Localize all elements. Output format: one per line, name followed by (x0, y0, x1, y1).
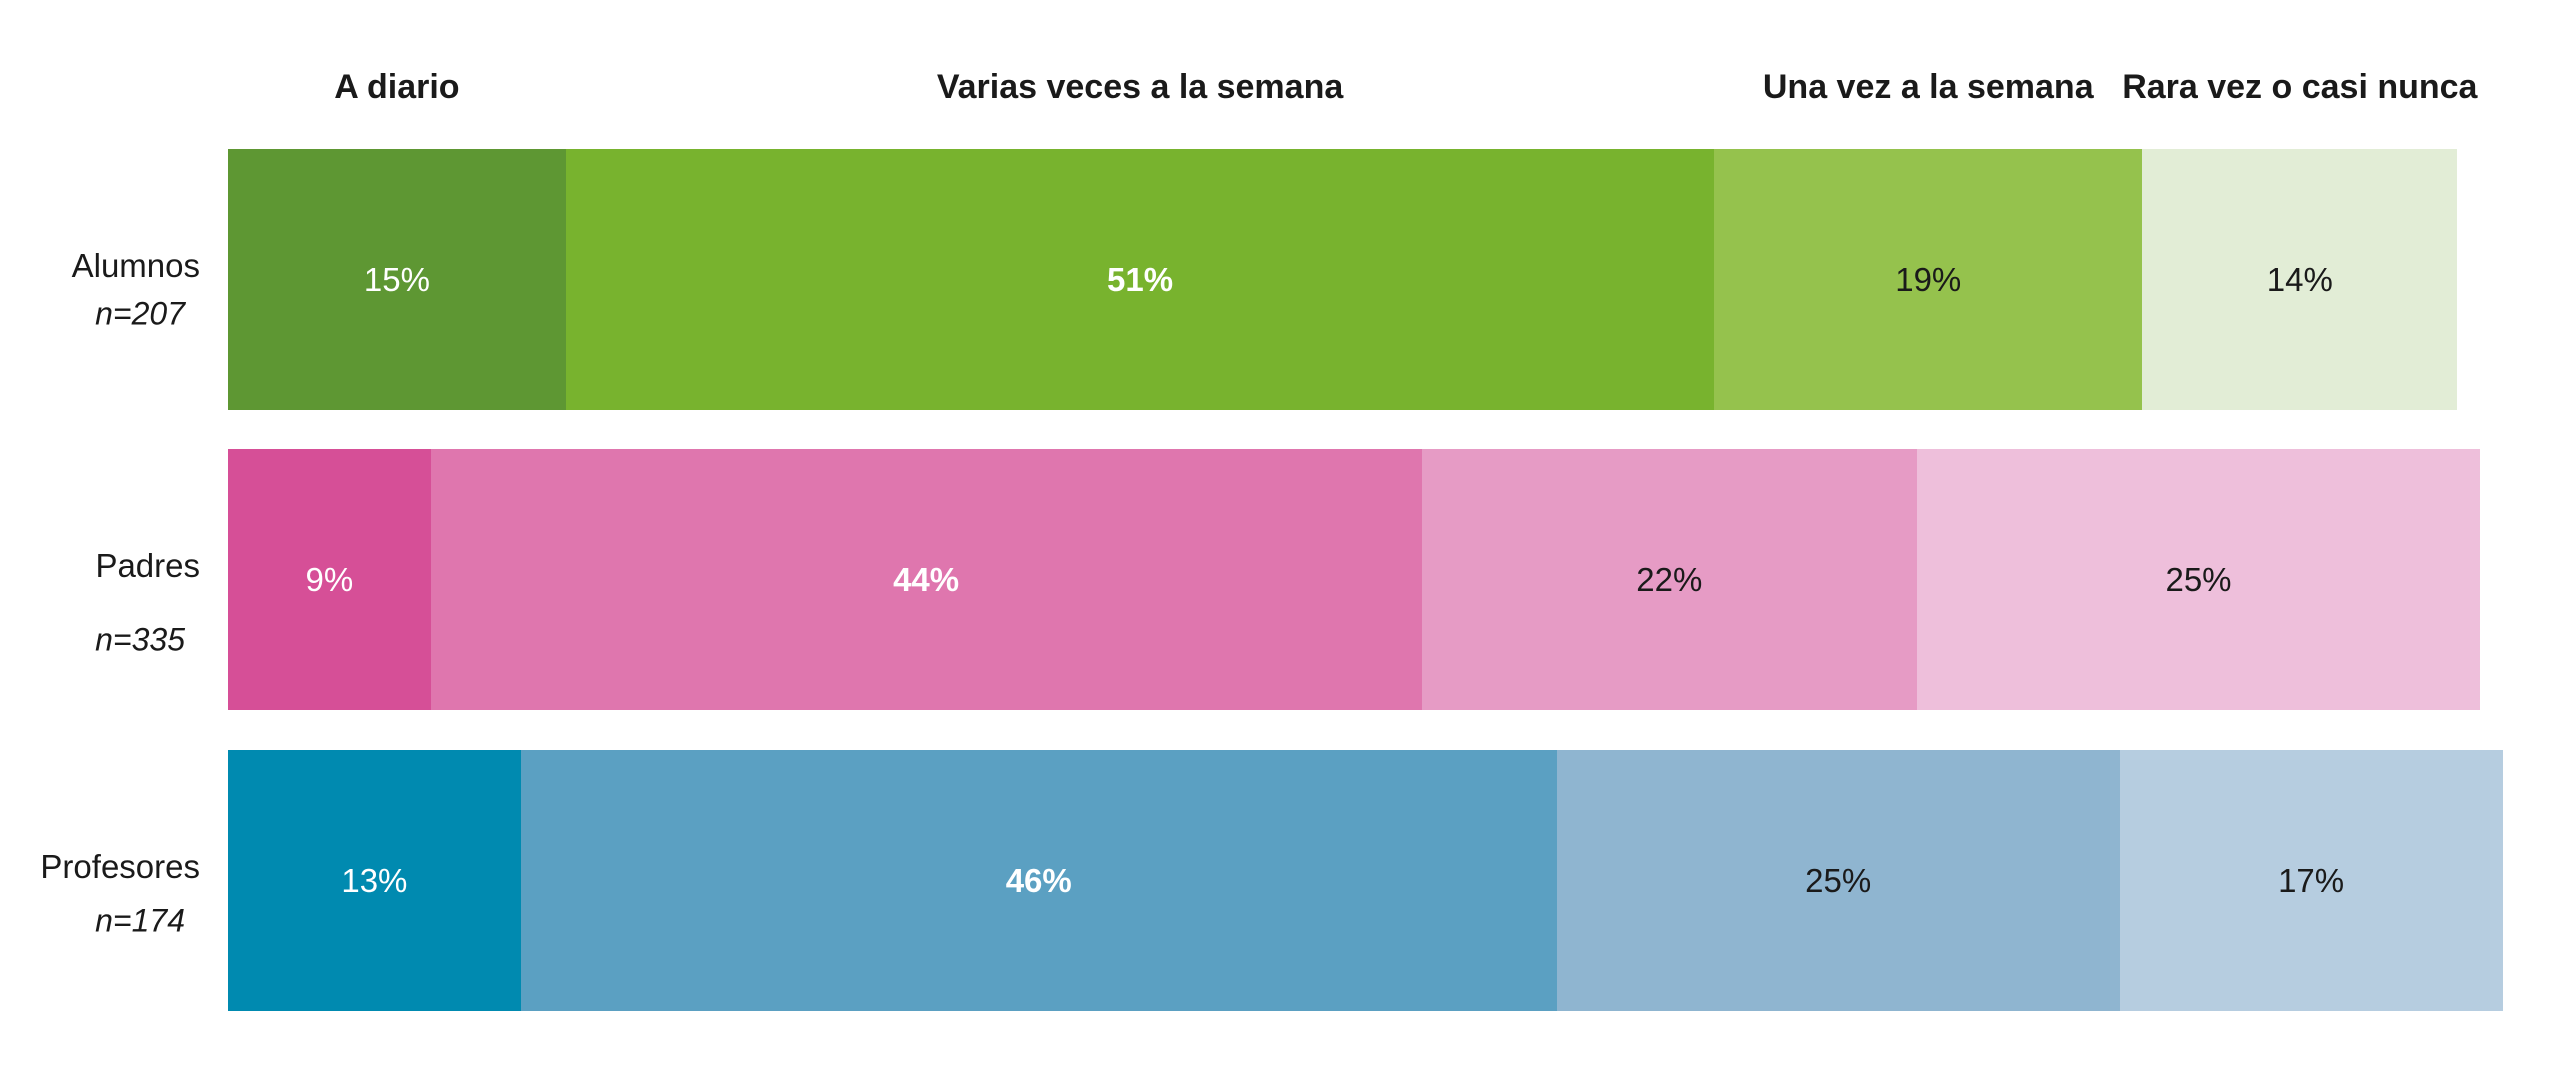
value-label: 9% (305, 560, 354, 598)
row-label: Profesores (40, 847, 200, 885)
bar-segment (228, 149, 566, 410)
bar-segment (1917, 449, 2480, 710)
value-label: 25% (1805, 861, 1872, 899)
value-label: 15% (363, 260, 430, 298)
value-label: 17% (2278, 861, 2345, 899)
column-header: Una vez a la semana (1762, 68, 2094, 106)
bar-segment (520, 750, 1557, 1011)
bar-segment (1714, 149, 2143, 410)
value-label: 25% (2165, 560, 2232, 598)
column-header: Rara vez o casi nunca (2122, 68, 2478, 106)
value-label: 13% (341, 861, 408, 899)
row-label: Alumnos (71, 246, 200, 284)
sample-size: n=335 (95, 621, 185, 657)
value-label: 46% (1005, 861, 1072, 899)
bar-segment (2119, 750, 2503, 1011)
value-label: 14% (2266, 260, 2333, 298)
bar-segment (565, 149, 1715, 410)
value-label: 51% (1107, 260, 1174, 298)
column-header: A diario (334, 68, 460, 106)
bar-segment (430, 449, 1422, 710)
column-header: Varias veces a la semana (936, 68, 1344, 106)
sample-size: n=174 (95, 902, 185, 938)
bar-segment (1421, 449, 1917, 710)
value-label: 19% (1895, 260, 1962, 298)
sample-size: n=207 (95, 295, 185, 331)
row-label: Padres (95, 546, 200, 584)
bar-segment (1556, 750, 2120, 1011)
value-label: 22% (1636, 560, 1703, 598)
bar-segment (228, 449, 431, 710)
value-label: 44% (893, 560, 960, 598)
bar-segment (2142, 149, 2458, 410)
bar-segment (228, 750, 521, 1011)
